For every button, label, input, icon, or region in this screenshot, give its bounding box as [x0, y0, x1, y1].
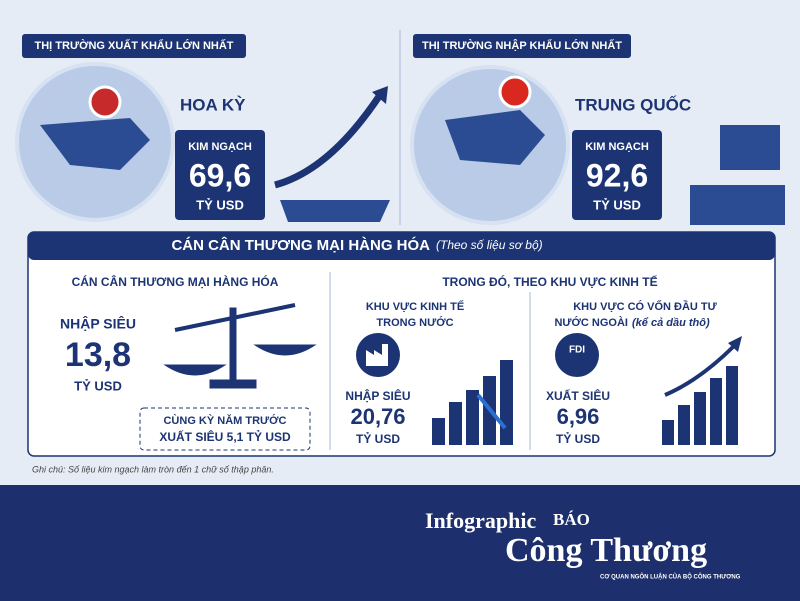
- bars-icon: [662, 366, 738, 445]
- map: [445, 110, 545, 165]
- arrow-head: [728, 336, 742, 352]
- footer: [0, 485, 800, 601]
- sector-title: NƯỚC NGOÀI: [554, 316, 628, 329]
- label: KIM NGẠCH: [188, 141, 252, 153]
- unit: TỶ USD: [74, 378, 122, 393]
- scale-base: [209, 379, 257, 389]
- up-arrow: [664, 343, 737, 397]
- sector-title: TRONG NƯỚC: [376, 316, 453, 329]
- label: NHẬP SIÊU: [345, 388, 410, 403]
- panel-subtitle: (Theo số liệu sơ bộ): [436, 238, 543, 252]
- scale-pan: [253, 344, 317, 356]
- header: THỊ TRƯỜNG NHẬP KHẨU LỚN NHẤT: [422, 39, 622, 52]
- footer-label: Infographic: [425, 508, 536, 533]
- bar-icon: [694, 392, 706, 445]
- flag-pin: [88, 85, 122, 119]
- value-box: [572, 130, 662, 220]
- panel-title: CÁN CÂN THƯƠNG MẠI HÀNG HÓA: [171, 236, 430, 254]
- sector-title: KHU VỰC CÓ VỐN ĐẦU TƯ: [573, 299, 717, 313]
- section-heading: CÁN CÂN THƯƠNG MẠI HÀNG HÓA: [72, 274, 279, 289]
- bar-icon: [466, 390, 479, 445]
- scale-icon: [163, 303, 317, 389]
- value: 20,76: [350, 404, 405, 429]
- country: HOA KỲ: [180, 95, 246, 114]
- header-pill: [413, 34, 631, 58]
- header: THỊ TRƯỜNG XUẤT KHẨU LỚN NHẤT: [35, 39, 234, 52]
- arrow: [274, 93, 383, 189]
- header-pill: [22, 34, 246, 58]
- sector-title: KHU VỰC KINH TẾ: [366, 300, 464, 313]
- flag-pin: [498, 75, 532, 109]
- bar-icon: [449, 402, 462, 445]
- map: [40, 118, 150, 170]
- value: 13,8: [65, 336, 131, 374]
- bar-icon: [662, 420, 674, 445]
- down-arrow: [476, 393, 507, 430]
- bar-icon: [500, 360, 513, 445]
- previous: XUẤT SIÊU 5,1 TỶ USD: [159, 429, 291, 444]
- bar-icon: [678, 405, 690, 445]
- bars-icon: [432, 360, 513, 445]
- sector-note: (kể cả dầu thô): [632, 317, 710, 329]
- unit: TỶ USD: [593, 197, 641, 212]
- value-box: [175, 130, 265, 220]
- arrow-head: [372, 86, 388, 104]
- container: [720, 125, 780, 170]
- label: KIM NGẠCH: [585, 141, 649, 153]
- bar-icon: [710, 378, 722, 445]
- bar-icon: [726, 366, 738, 445]
- previous-box: [139, 407, 311, 451]
- section-heading: TRONG ĐÓ, THEO KHU VỰC KINH TẾ: [442, 274, 657, 289]
- scale-beam: [174, 303, 296, 332]
- unit: TỶ USD: [196, 197, 244, 212]
- fdi-icon: [555, 333, 599, 377]
- bar-icon: [432, 418, 445, 445]
- brand: BÁO: [553, 510, 590, 529]
- brand: Công Thương: [505, 532, 707, 569]
- unit: TỶ USD: [556, 431, 600, 446]
- scale-pan: [163, 364, 227, 376]
- previous-heading: CÙNG KỲ NĂM TRƯỚC: [163, 414, 286, 427]
- value: 6,96: [557, 404, 600, 429]
- country: TRUNG QUỐC: [575, 94, 691, 114]
- value: 69,6: [189, 157, 251, 193]
- icon-label: FDI: [569, 345, 585, 356]
- panel-header: [28, 232, 775, 260]
- label: XUẤT SIÊU: [546, 388, 610, 403]
- factory-glyph: [366, 344, 388, 366]
- tagline: CƠ QUAN NGÔN LUẬN CỦA BỘ CÔNG THƯƠNG: [600, 573, 741, 581]
- note: Ghi chú: Số liệu kim ngạch làm tròn đến …: [32, 464, 274, 474]
- unit: TỶ USD: [356, 431, 400, 446]
- value: 92,6: [586, 157, 648, 193]
- ship: [280, 200, 390, 222]
- truck: [690, 185, 785, 225]
- label: NHẬP SIÊU: [60, 315, 136, 332]
